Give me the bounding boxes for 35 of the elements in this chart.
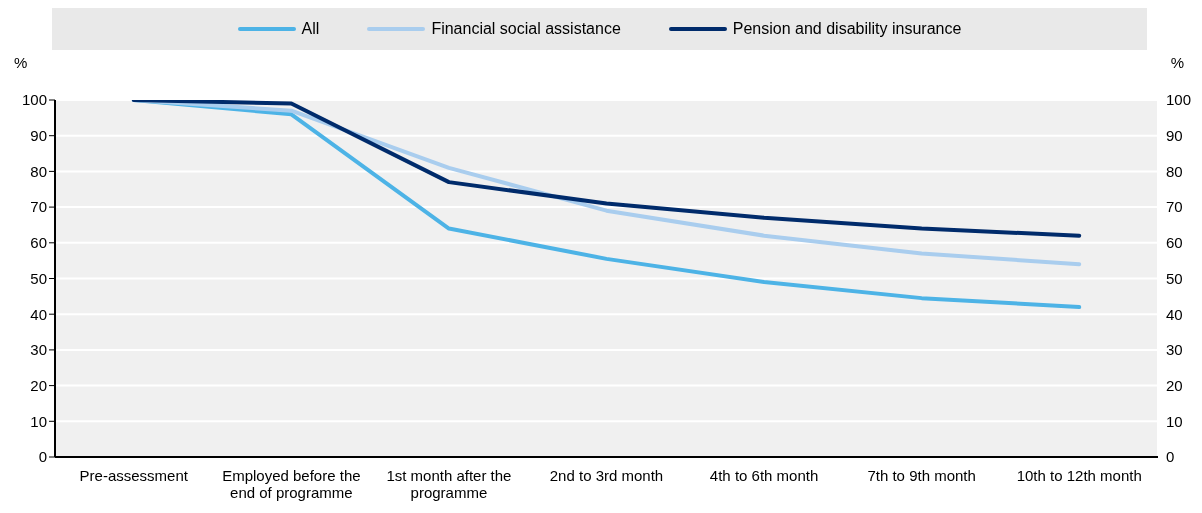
x-tick-label: 1st month after the programme [386,467,512,501]
y2-tick-label: 60 [1166,234,1183,252]
legend-label: All [301,20,320,38]
y2-tick-label: 0 [1166,448,1175,466]
y2-tick-label: 20 [1166,376,1183,394]
y2-tick-label: 90 [1166,127,1183,145]
y-tick-label: 10 [30,412,47,430]
y-tick-label: 80 [30,162,47,180]
x-tick-label: 10th to 12th month [1016,467,1142,484]
y2-tick-label: 70 [1166,198,1183,216]
legend-label: Pension and disability insurance [732,20,962,38]
y-tick-label: 50 [30,269,47,287]
line-series [131,100,1082,238]
x-tick-label: 2nd to 3rd month [549,467,664,484]
x-tick-label: 4th to 6th month [709,467,819,484]
y-tick-label: 90 [30,127,47,145]
y-tick-label: 20 [30,376,47,394]
y2-axis-title: % [1170,54,1184,71]
y-tick-label: 60 [30,234,47,252]
x-tick-label: Employed before the end of programme [222,467,361,501]
y2-tick-label: 50 [1166,269,1183,287]
y2-tick-label: 10 [1166,412,1183,430]
y-tick-label: 70 [30,198,47,216]
y2-tick-label: 100 [1166,91,1192,109]
y-tick-label: 40 [30,305,47,323]
y-axis-title: % [14,54,28,71]
y2-tick-label: 40 [1166,305,1183,323]
legend-label: Financial social assistance [431,20,621,38]
y-tick-label: 100 [21,91,47,109]
x-tick-label: 7th to 9th month [867,467,976,484]
x-tick-label: Pre-assessment [79,467,189,484]
y2-tick-label: 30 [1166,341,1183,359]
y-tick-label: 0 [38,448,47,466]
y2-tick-label: 80 [1166,162,1183,180]
y-tick-label: 30 [30,341,47,359]
